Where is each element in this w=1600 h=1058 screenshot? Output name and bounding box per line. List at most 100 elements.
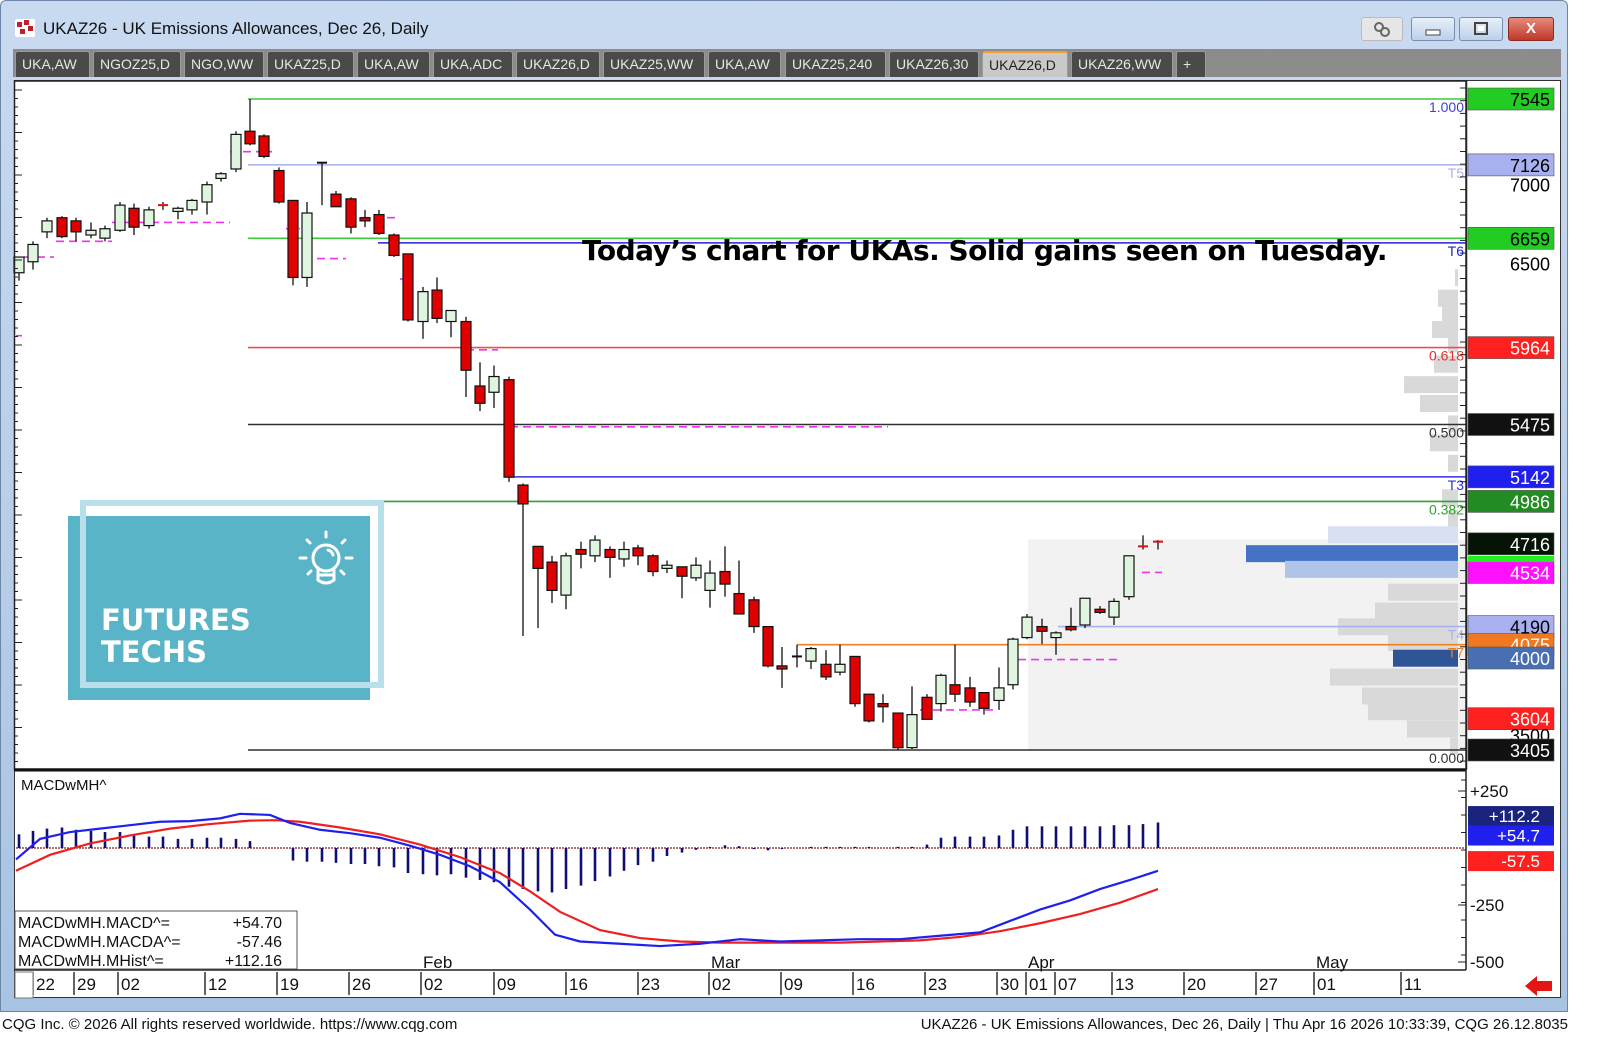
volume-profile-bar	[1448, 454, 1458, 472]
time-label: 16	[569, 975, 588, 994]
candle	[1050, 631, 1062, 655]
candle	[503, 376, 515, 482]
candle	[834, 644, 846, 676]
time-label: 01	[1317, 975, 1336, 994]
candle	[287, 199, 299, 286]
tab-ukaz25-ww[interactable]: UKAZ25,WW	[603, 51, 705, 77]
add-tab-button[interactable]: +	[1176, 51, 1206, 77]
candle	[99, 225, 111, 242]
candle	[792, 644, 802, 668]
macd-legend-value: +112.16	[225, 953, 282, 970]
tab-ukaz26-d[interactable]: UKAZ26,D	[982, 51, 1068, 77]
candle	[546, 555, 558, 603]
macd-line	[15, 812, 1159, 948]
macd-legend-name: MACDwMH.MACD^=	[18, 915, 170, 932]
close-icon: X	[1525, 20, 1536, 37]
time-label: 12	[208, 975, 227, 994]
volume-profile-bar	[1246, 545, 1458, 563]
price-label: 4190	[1510, 618, 1550, 638]
tab-uka-aw[interactable]: UKA,AW	[708, 51, 781, 77]
candle	[647, 554, 659, 577]
maximize-button[interactable]	[1459, 17, 1503, 41]
tab-uka-aw[interactable]: UKA,AW	[357, 51, 430, 77]
volume-profile-bar	[1393, 649, 1458, 667]
candle	[1065, 607, 1077, 632]
tab-uka-aw[interactable]: UKA,AW	[15, 51, 90, 77]
candle	[733, 560, 745, 615]
price-label-box	[1467, 413, 1555, 436]
time-label: 13	[1115, 975, 1134, 994]
maximize-icon	[1474, 22, 1488, 35]
level-label: 0.000	[1429, 750, 1464, 766]
volume-profile-bar	[1432, 321, 1458, 339]
time-label: 29	[77, 975, 96, 994]
volume-profile-bar	[1388, 634, 1458, 652]
price-label-box	[1467, 465, 1555, 489]
minimize-icon	[1425, 29, 1441, 36]
volume-profile-bar	[1375, 602, 1458, 620]
price-label-box	[1467, 153, 1555, 177]
price-label: 3405	[1510, 741, 1550, 761]
close-button[interactable]: X	[1508, 17, 1554, 41]
candle	[431, 277, 443, 324]
macd-legend-name: MACDwMH.MACDA^=	[18, 934, 181, 951]
footer-copyright: CQG Inc. © 2026 All rights reserved worl…	[2, 1016, 458, 1033]
volume-profile-bar	[1388, 583, 1458, 601]
price-label-box	[1467, 646, 1555, 670]
candle	[460, 316, 472, 397]
link-button[interactable]	[1361, 17, 1403, 41]
scroll-to-end-arrow-icon[interactable]	[1525, 976, 1552, 996]
time-label: 20	[1187, 975, 1206, 994]
candle	[1079, 597, 1091, 629]
minimize-button[interactable]	[1411, 17, 1455, 41]
tab-ukaz26-ww[interactable]: UKAZ26,WW	[1071, 51, 1173, 77]
price-label-box	[1467, 87, 1555, 111]
tab-uka-adc[interactable]: UKA,ADC	[433, 51, 513, 77]
volume-profile-bar	[1362, 687, 1458, 705]
level-label: T4	[1448, 627, 1465, 643]
candle	[158, 201, 168, 210]
tab-ukaz25-d[interactable]: UKAZ25,D	[267, 51, 354, 77]
time-label: 27	[1259, 975, 1278, 994]
time-label: 07	[1058, 975, 1077, 994]
level-label: 0.382	[1429, 501, 1464, 517]
candle	[1138, 535, 1148, 550]
volume-profile-bar	[1455, 269, 1458, 287]
price-label-box	[1467, 227, 1555, 250]
macd-legend-box	[14, 910, 298, 970]
window-title: UKAZ26 - UK Emissions Allowances, Dec 26…	[43, 19, 429, 38]
tab-ngoz25-d[interactable]: NGOZ25,D	[93, 51, 181, 77]
scroll-corner-box[interactable]	[14, 971, 34, 999]
level-label: 0.618	[1429, 348, 1464, 364]
tab-ukaz25-240[interactable]: UKAZ25,240	[785, 51, 886, 77]
macd-title: MACDwMH^	[21, 777, 106, 794]
candle	[776, 647, 788, 688]
macd-axis-label: -250	[1470, 896, 1504, 915]
volume-profile-bar	[1330, 668, 1458, 686]
candle	[820, 650, 832, 681]
tab-ukaz26-d[interactable]: UKAZ26,D	[516, 51, 600, 77]
price-label: 4716	[1510, 535, 1550, 555]
candle	[532, 545, 544, 629]
price-label: 6659	[1510, 229, 1550, 249]
candle	[402, 253, 414, 322]
tab-ukaz26-30[interactable]: UKAZ26,30	[889, 51, 979, 77]
candle	[993, 667, 1005, 710]
candle	[230, 131, 242, 173]
candle	[863, 693, 875, 723]
candle	[762, 625, 774, 668]
candle	[719, 546, 731, 597]
candle	[317, 161, 327, 206]
candle	[589, 535, 601, 563]
price-label-box	[1467, 707, 1555, 731]
macd-legend-value: +54.70	[233, 915, 282, 932]
price-label: 7000	[1510, 176, 1550, 196]
candle	[935, 673, 947, 712]
tab-ngo-ww[interactable]: NGO,WW	[184, 51, 264, 77]
price-label-box	[1467, 336, 1555, 359]
candle	[704, 560, 716, 608]
month-label: Mar	[711, 953, 741, 972]
candle	[41, 217, 53, 239]
time-label: 30	[1000, 975, 1019, 994]
